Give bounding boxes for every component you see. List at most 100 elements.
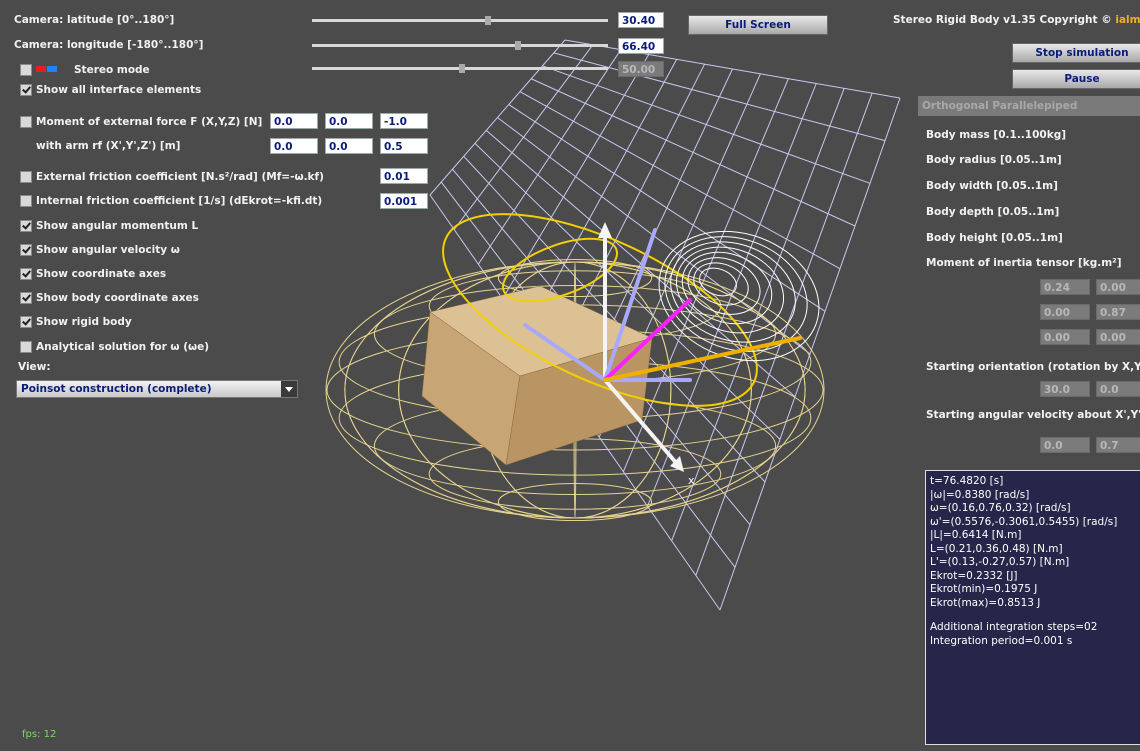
input: 0.87 [1096, 304, 1140, 320]
label: Show angular velocity ω [36, 244, 180, 256]
checkbox[interactable] [20, 268, 32, 280]
body-dropdown: Orthogonal Parallelepiped [918, 96, 1140, 116]
label: Show rigid body [36, 316, 132, 328]
wire [670, 241, 796, 343]
arrow-head [598, 222, 612, 238]
wire [497, 482, 653, 522]
wire [497, 258, 653, 298]
checkbox[interactable] [20, 195, 32, 207]
vectors [523, 222, 802, 472]
input: 50.00 [618, 61, 664, 77]
label: Camera: longitude [-180°..180°] [14, 39, 204, 51]
label: Moment of inertia tensor [kg.m²] [926, 257, 1122, 269]
axis-vector [603, 378, 680, 467]
wire [542, 65, 871, 184]
label: View: [18, 361, 51, 373]
slider[interactable] [312, 19, 608, 22]
wire [658, 230, 820, 362]
input[interactable]: 0.0 [270, 113, 318, 129]
input[interactable]: 0.0 [325, 113, 373, 129]
stop-button[interactable]: Stop simulation [1012, 43, 1140, 63]
input[interactable]: 30.40 [618, 12, 664, 28]
wire [687, 257, 761, 315]
checkbox[interactable] [20, 64, 32, 76]
info-line: L=(0.21,0.36,0.48) [N.m] [930, 542, 1063, 555]
input[interactable]: 0.0 [270, 138, 318, 154]
input[interactable]: 0.001 [380, 193, 428, 209]
label: Camera: latitude [0°..180°] [14, 14, 175, 26]
stereo-icon [47, 66, 57, 72]
slider-thumb[interactable] [515, 41, 521, 50]
momentum-vector [603, 336, 802, 382]
checkbox[interactable] [20, 341, 32, 353]
checkbox[interactable] [20, 220, 32, 232]
input: 0.0 [1040, 437, 1090, 453]
view-dropdown[interactable]: Poinsot construction (complete) [16, 380, 298, 398]
fps-counter: fps: 12 [22, 729, 57, 740]
label: Internal friction coefficient [1/s] (dEk… [36, 195, 323, 207]
polhode [501, 237, 619, 303]
label: Starting angular velocity about X',Y', [926, 409, 1140, 421]
input[interactable]: 0.5 [380, 138, 428, 154]
input[interactable]: 0.01 [380, 168, 428, 184]
checkbox[interactable] [20, 292, 32, 304]
input: 0.00 [1096, 329, 1140, 345]
info-line: |L|=0.6414 [N.m] [930, 529, 1022, 541]
label: Starting orientation (rotation by X,Y [926, 361, 1140, 373]
label: with arm rf (X',Y',Z') [m] [36, 140, 181, 152]
label: Body width [0.05..1m] [926, 180, 1058, 192]
info-line: Integration period=0.001 s [930, 634, 1073, 647]
checkbox[interactable] [20, 244, 32, 256]
info-line: |ω|=0.8380 [rad/s] [930, 488, 1030, 501]
checkbox[interactable] [20, 84, 32, 96]
label: Body mass [0.1..100kg] [926, 129, 1067, 141]
pause-button[interactable]: Pause [1012, 69, 1140, 89]
wire [719, 97, 901, 611]
label: Show body coordinate axes [36, 292, 199, 304]
dropdown-value: Poinsot construction (complete) [21, 383, 212, 395]
arrow-head [670, 456, 684, 472]
slider[interactable] [312, 44, 608, 47]
label: Stereo mode [74, 64, 150, 76]
label: Analytical solution for ω (ωe) [36, 341, 210, 353]
checkbox[interactable] [20, 171, 32, 183]
input[interactable]: -1.0 [380, 113, 428, 129]
input: 0.00 [1040, 329, 1090, 345]
input: 0.00 [1040, 304, 1090, 320]
wire [344, 261, 806, 519]
checkbox[interactable] [20, 316, 32, 328]
wire [553, 52, 886, 142]
label: Body height [0.05..1m] [926, 232, 1063, 244]
info-line: Ekrot(max)=0.8513 J [930, 596, 1041, 609]
omega-vector [603, 298, 692, 382]
author: ialms [1115, 14, 1140, 26]
body-axis-vector [523, 323, 607, 382]
wire [681, 251, 773, 325]
label: Body radius [0.05..1m] [926, 154, 1062, 166]
input: 30.0 [1040, 381, 1090, 397]
slider-thumb[interactable] [459, 64, 465, 73]
spiral-trace [658, 230, 820, 362]
info-line: ω'=(0.5576,-0.3061,0.5455) [rad/s] [930, 515, 1118, 528]
info-line: Additional integration steps=02 [930, 621, 1098, 633]
body-axis-vector [603, 228, 657, 382]
wire [695, 92, 873, 576]
info-line: L'=(0.13,-0.27,0.57) [N.m] [930, 556, 1070, 568]
info-line: Ekrot=0.2332 [J] [930, 569, 1018, 582]
label: Moment of external force F (X,Y,Z) [N] [36, 116, 263, 128]
input[interactable]: 66.40 [618, 38, 664, 54]
label: External friction coefficient [N.s²/rad]… [36, 171, 324, 183]
title-text: Stereo Rigid Body v1.35 Copyright © [893, 14, 1112, 26]
label: Show all interface elements [36, 84, 202, 96]
checkbox[interactable] [20, 116, 32, 128]
app-title: Stereo Rigid Body v1.35 Copyright © ialm… [893, 13, 1140, 27]
full-screen-button[interactable]: Full Screen [688, 15, 828, 35]
input[interactable]: 0.0 [325, 138, 373, 154]
slider-thumb[interactable] [485, 16, 491, 25]
label: Show angular momentum L [36, 220, 199, 232]
info-box [925, 470, 1140, 745]
input: 0.0 [1096, 381, 1140, 397]
axis-label: x [688, 474, 695, 487]
label: Show coordinate axes [36, 268, 167, 280]
